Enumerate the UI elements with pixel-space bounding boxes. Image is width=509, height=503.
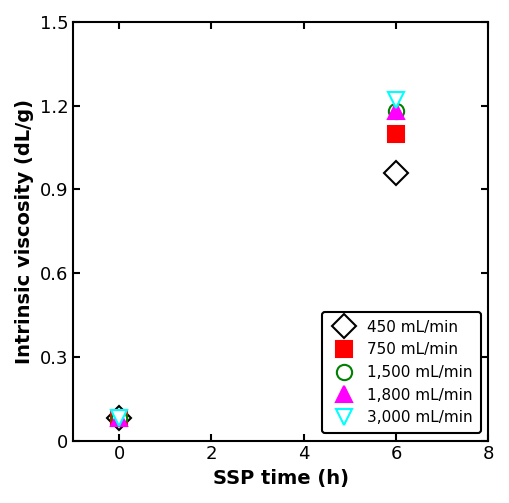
Line: 1,800 mL/min: 1,800 mL/min [111,103,404,427]
3,000 mL/min [116,415,122,422]
1,500 mL/min [393,108,399,114]
1,800 mL/min [116,415,122,422]
Y-axis label: Intrinsic viscosity (dL/g): Intrinsic viscosity (dL/g) [15,99,34,364]
Line: 3,000 mL/min: 3,000 mL/min [111,92,404,427]
750 mL/min [393,131,399,137]
Legend: 450 mL/min, 750 mL/min, 1,500 mL/min, 1,800 mL/min, 3,000 mL/min: 450 mL/min, 750 mL/min, 1,500 mL/min, 1,… [322,312,480,433]
1,500 mL/min [116,415,122,422]
3,000 mL/min [393,97,399,103]
Line: 450 mL/min: 450 mL/min [111,164,404,427]
450 mL/min [116,415,122,422]
X-axis label: SSP time (h): SSP time (h) [213,469,349,488]
1,800 mL/min [393,108,399,114]
450 mL/min [393,170,399,176]
750 mL/min [116,415,122,422]
Line: 750 mL/min: 750 mL/min [111,126,404,426]
Line: 1,500 mL/min: 1,500 mL/min [111,104,404,426]
